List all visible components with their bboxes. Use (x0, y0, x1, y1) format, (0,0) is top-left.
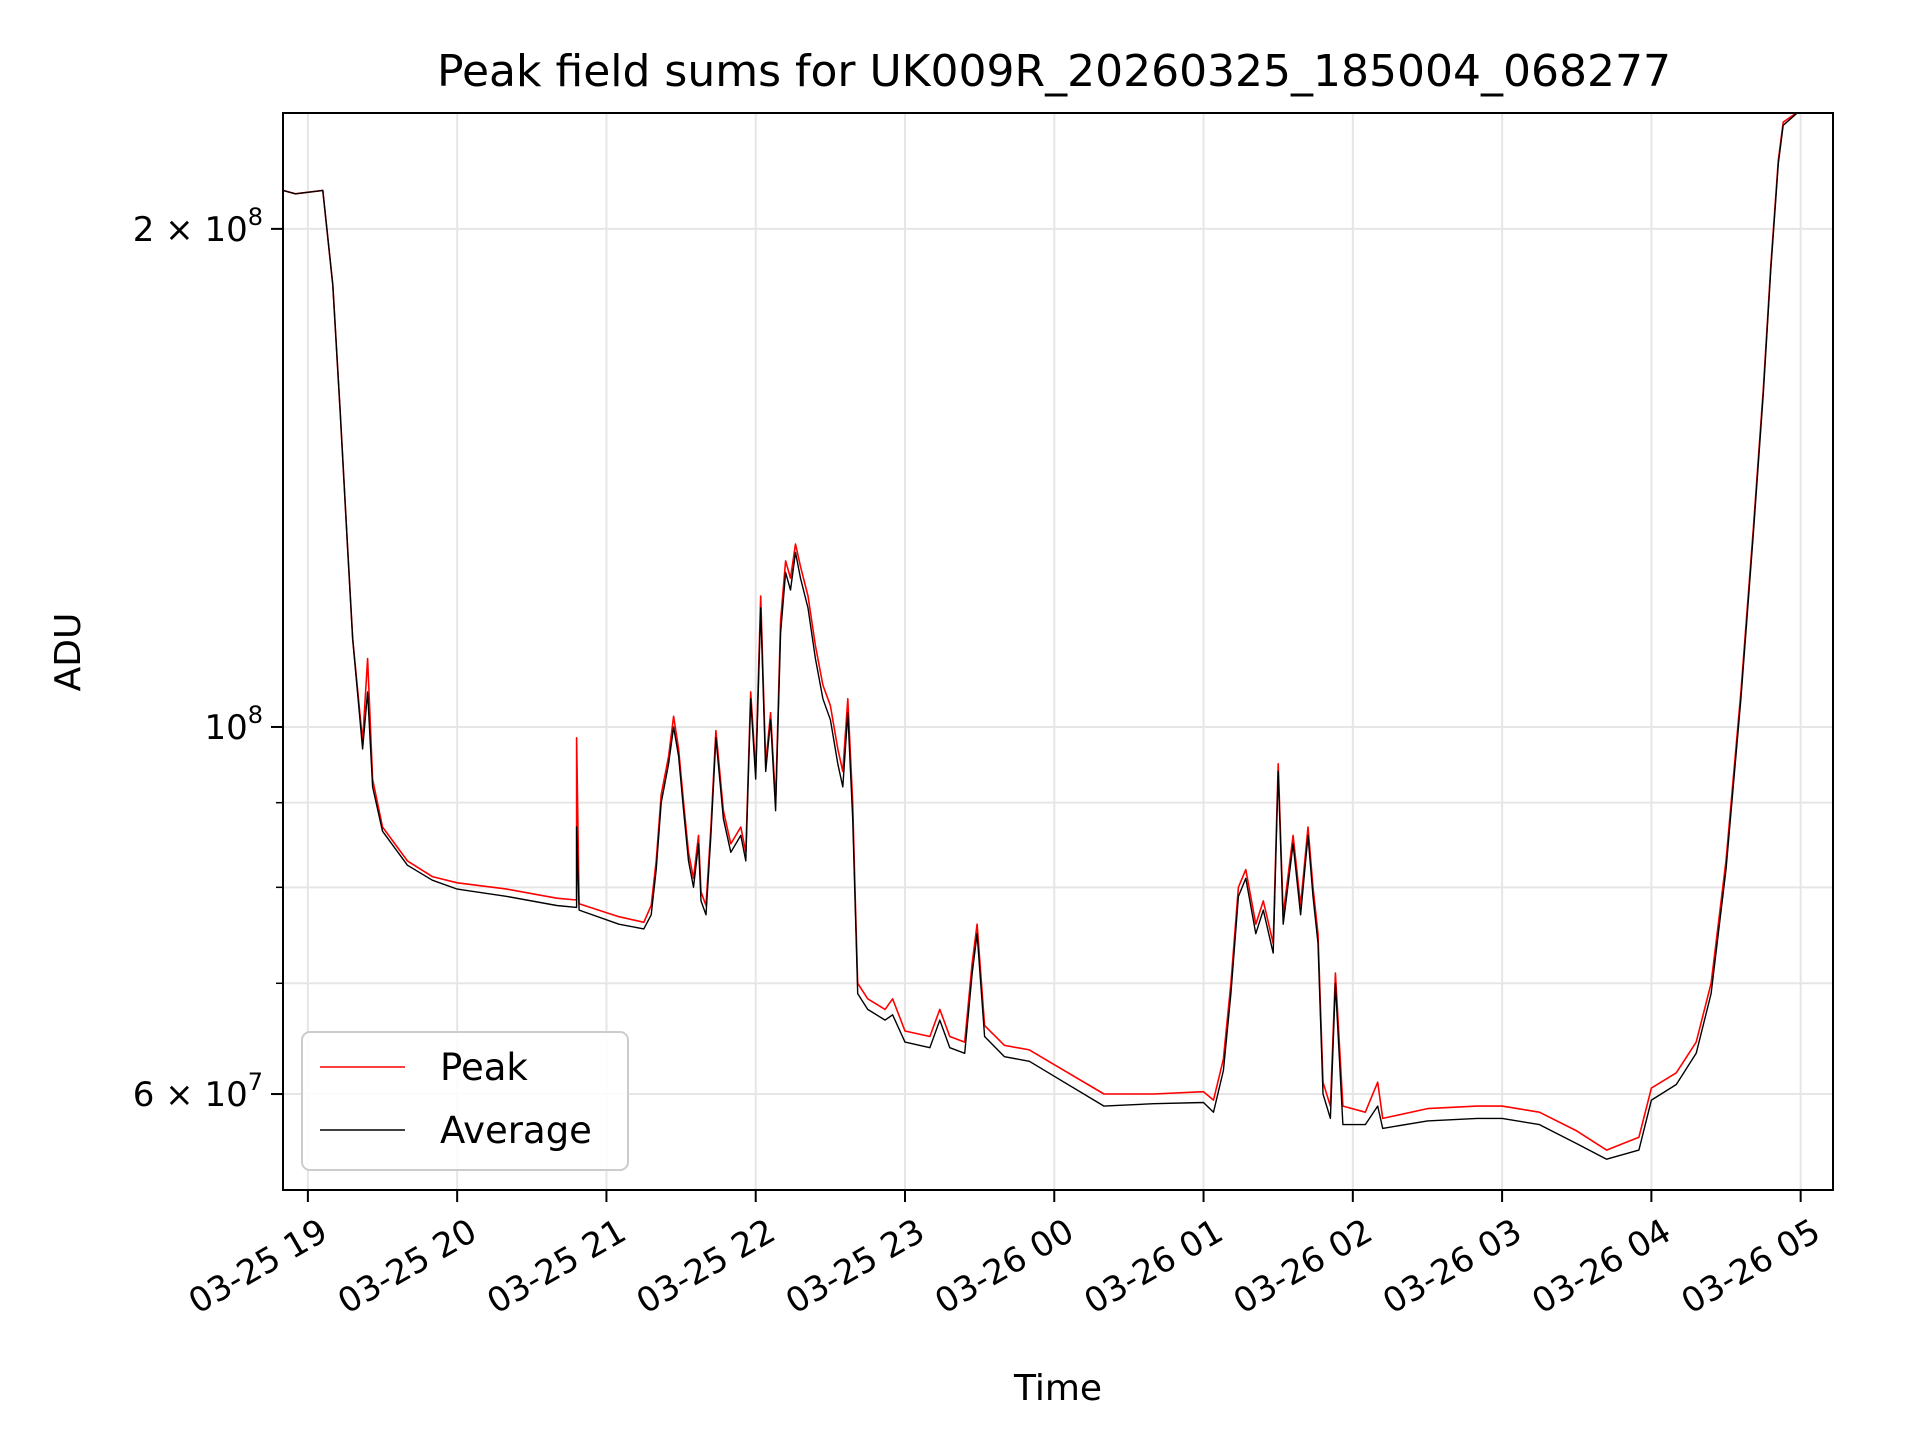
y-tick-label: 2 × 108 (133, 203, 263, 250)
x-axis-label: Time (1013, 1368, 1102, 1409)
plot-frame (282, 112, 1834, 1191)
series-layer (283, 113, 1799, 1160)
grid-layer (283, 113, 1833, 1190)
y-ticks-layer: 6 × 107 108 2 × 108 (133, 203, 283, 1115)
legend-label-average: Average (440, 1109, 592, 1152)
legend: Peak Average (301, 1031, 629, 1171)
y-axis-label: ADU (48, 613, 89, 692)
y-tick-label: 6 × 107 (133, 1068, 263, 1115)
y-tick-label: 108 (204, 701, 263, 748)
series-line-average (283, 113, 1799, 1160)
legend-label-peak: Peak (440, 1046, 528, 1089)
chart-title: Peak field sums for UK009R_20260325_1850… (437, 46, 1671, 97)
